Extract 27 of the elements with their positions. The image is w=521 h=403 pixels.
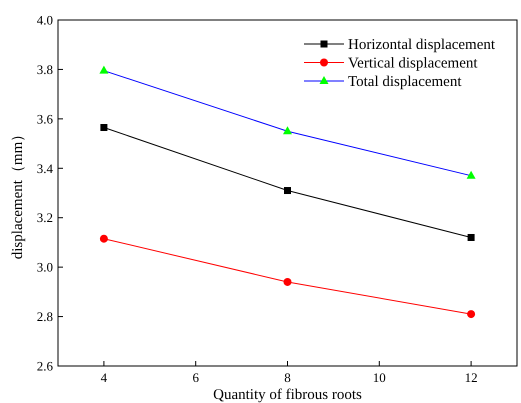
x-tick-label: 6 — [192, 370, 200, 385]
legend-label: Horizontal displacement — [348, 37, 496, 53]
x-tick-label: 10 — [372, 370, 386, 385]
y-tick-label: 4.0 — [36, 12, 53, 28]
legend-label: Total displacement — [348, 74, 462, 90]
x-tick-label: 4 — [100, 370, 108, 385]
point — [284, 278, 292, 286]
y-tick-label: 2.8 — [36, 309, 53, 324]
point — [99, 66, 108, 74]
x-tick-label: 8 — [284, 370, 291, 385]
point — [467, 310, 476, 318]
y-tick-label: 3.6 — [36, 111, 54, 126]
y-tick-label: 3.8 — [36, 62, 53, 77]
y-tick-label: 3.0 — [36, 260, 53, 275]
point — [466, 170, 476, 179]
point — [284, 187, 291, 194]
point — [283, 126, 292, 134]
y-tick-label: 3.2 — [36, 210, 53, 226]
y-tick-label: 3.4 — [36, 160, 54, 176]
point — [100, 124, 108, 132]
x-axis-title: Quantity of fibrous roots — [213, 387, 362, 403]
point — [100, 234, 108, 243]
legend-label: Vertical displacement — [348, 56, 478, 72]
y-axis-title: displacement（mm） — [10, 126, 26, 260]
point — [468, 234, 475, 241]
y-tick-label: 2.6 — [36, 358, 54, 374]
x-tick-label: 12 — [464, 370, 478, 385]
